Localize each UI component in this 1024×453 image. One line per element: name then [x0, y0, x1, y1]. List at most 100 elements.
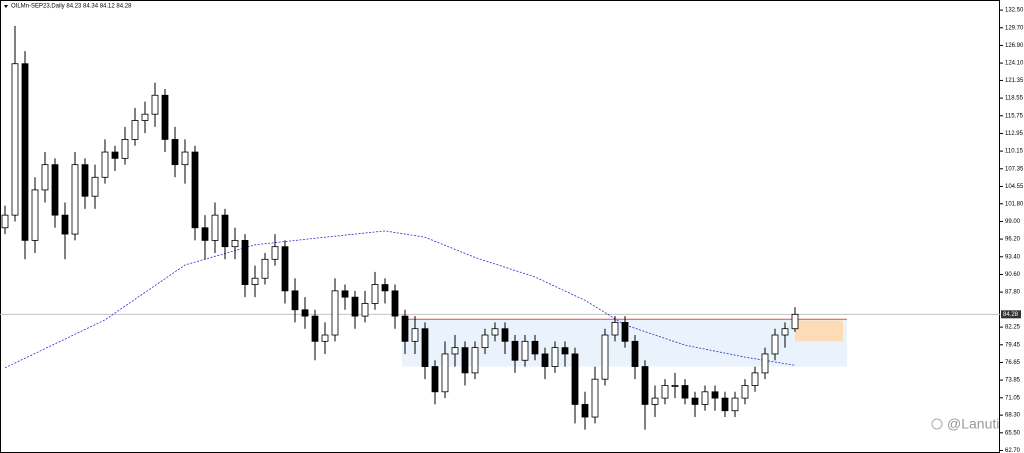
y-tick-label: 115.75 [1005, 113, 1024, 119]
candle-body [731, 397, 739, 412]
candle-body [11, 63, 19, 216]
candle-body [581, 404, 589, 418]
y-tick-label: 99.00 [1005, 219, 1021, 225]
current-price-box [1001, 310, 1021, 319]
candle-body [91, 176, 99, 197]
candle-body [151, 94, 159, 115]
candle-body [431, 366, 439, 393]
candle-body [621, 321, 629, 342]
watermark-group: @Lanuti [931, 416, 999, 432]
candle-body [571, 353, 579, 405]
candle-body [411, 328, 419, 342]
candle-body [781, 328, 789, 336]
candle-body [51, 164, 59, 216]
candle-body [261, 258, 269, 279]
candle-body [41, 164, 49, 191]
candle-body [251, 277, 259, 285]
candle-body [1, 214, 9, 229]
candle-body [761, 353, 769, 374]
candle-body [511, 340, 519, 361]
y-tick-label: 129.70 [1005, 25, 1024, 31]
candle-body [301, 309, 309, 317]
candle-body [591, 378, 599, 418]
candle-body [221, 214, 229, 248]
candle-body [111, 151, 119, 159]
y-tick-label: 101.80 [1005, 201, 1024, 207]
candle-body [691, 397, 699, 405]
candle-body [391, 290, 399, 317]
candle-body [721, 397, 729, 412]
y-tick-label: 112.95 [1005, 131, 1024, 137]
candle-body [31, 189, 39, 241]
candle-body [701, 391, 709, 405]
y-tick-label: 107.35 [1005, 166, 1024, 172]
y-tick-label: 76.65 [1005, 360, 1021, 366]
candle-body [171, 139, 179, 166]
candle-body [211, 214, 219, 241]
candle-body [281, 246, 289, 292]
candle-body [401, 315, 409, 342]
candle-body [471, 347, 479, 374]
candle-body [61, 214, 69, 235]
candle-body [131, 120, 139, 140]
candle-body [681, 385, 689, 399]
y-tick-label: 104.55 [1005, 184, 1024, 190]
candle-body [771, 334, 779, 355]
candle-body [641, 366, 649, 405]
y-tick-label: 93.40 [1005, 254, 1021, 260]
candle-body [141, 113, 149, 121]
candle-body [671, 385, 679, 387]
candle-body [521, 340, 529, 361]
chart-title: OILMn-SEP23,Daily 84.23 84.34 84.12 84.2… [11, 4, 132, 10]
candle-body [271, 246, 279, 260]
y-tick-label: 126.90 [1005, 43, 1024, 49]
candle-body [371, 284, 379, 304]
candle-body [601, 334, 609, 380]
candle-body [631, 340, 639, 367]
candle-body [481, 334, 489, 349]
candle-body [561, 347, 569, 355]
y-tick-label: 68.30 [1005, 413, 1021, 419]
candle-body [441, 353, 449, 393]
candle-body [491, 328, 499, 336]
candle-body [341, 290, 349, 298]
y-tick-label: 62.70 [1005, 448, 1021, 453]
candle-body [611, 321, 619, 336]
candle-body [201, 227, 209, 241]
y-tick-label: 82.25 [1005, 325, 1021, 331]
menu-arrow [4, 5, 8, 8]
candle-body [161, 94, 169, 140]
candle-body [711, 391, 719, 399]
candle-body [101, 151, 109, 178]
candle-body [191, 151, 199, 229]
candle-body [551, 347, 559, 367]
candle-body [651, 397, 659, 405]
orange-zone [795, 320, 843, 342]
y-tick-label: 71.05 [1005, 395, 1021, 401]
y-tick-label: 65.50 [1005, 430, 1021, 436]
candle-body [741, 385, 749, 399]
candle-body [451, 347, 459, 355]
candle-body [231, 239, 239, 248]
candle-body [461, 347, 469, 374]
y-tick-label: 73.85 [1005, 378, 1021, 384]
candle-body [531, 340, 539, 355]
candle-body [21, 63, 29, 241]
candle-body [81, 164, 89, 197]
plot-frame [0, 0, 1000, 453]
candle-body [791, 313, 799, 330]
candle-body [291, 290, 299, 311]
candle-body [241, 239, 249, 285]
current-price-label: 84.28 [1003, 312, 1019, 318]
candle-body [501, 328, 509, 342]
y-tick-label: 96.20 [1005, 237, 1021, 243]
candle-body [351, 296, 359, 317]
y-tick-label: 87.80 [1005, 290, 1021, 296]
candle-body [71, 164, 79, 235]
candle-body [661, 385, 669, 399]
y-tick-label: 90.60 [1005, 272, 1021, 278]
y-tick-label: 124.10 [1005, 61, 1024, 67]
y-tick-label: 110.15 [1005, 149, 1024, 155]
watermark: @Lanuti [947, 416, 999, 432]
